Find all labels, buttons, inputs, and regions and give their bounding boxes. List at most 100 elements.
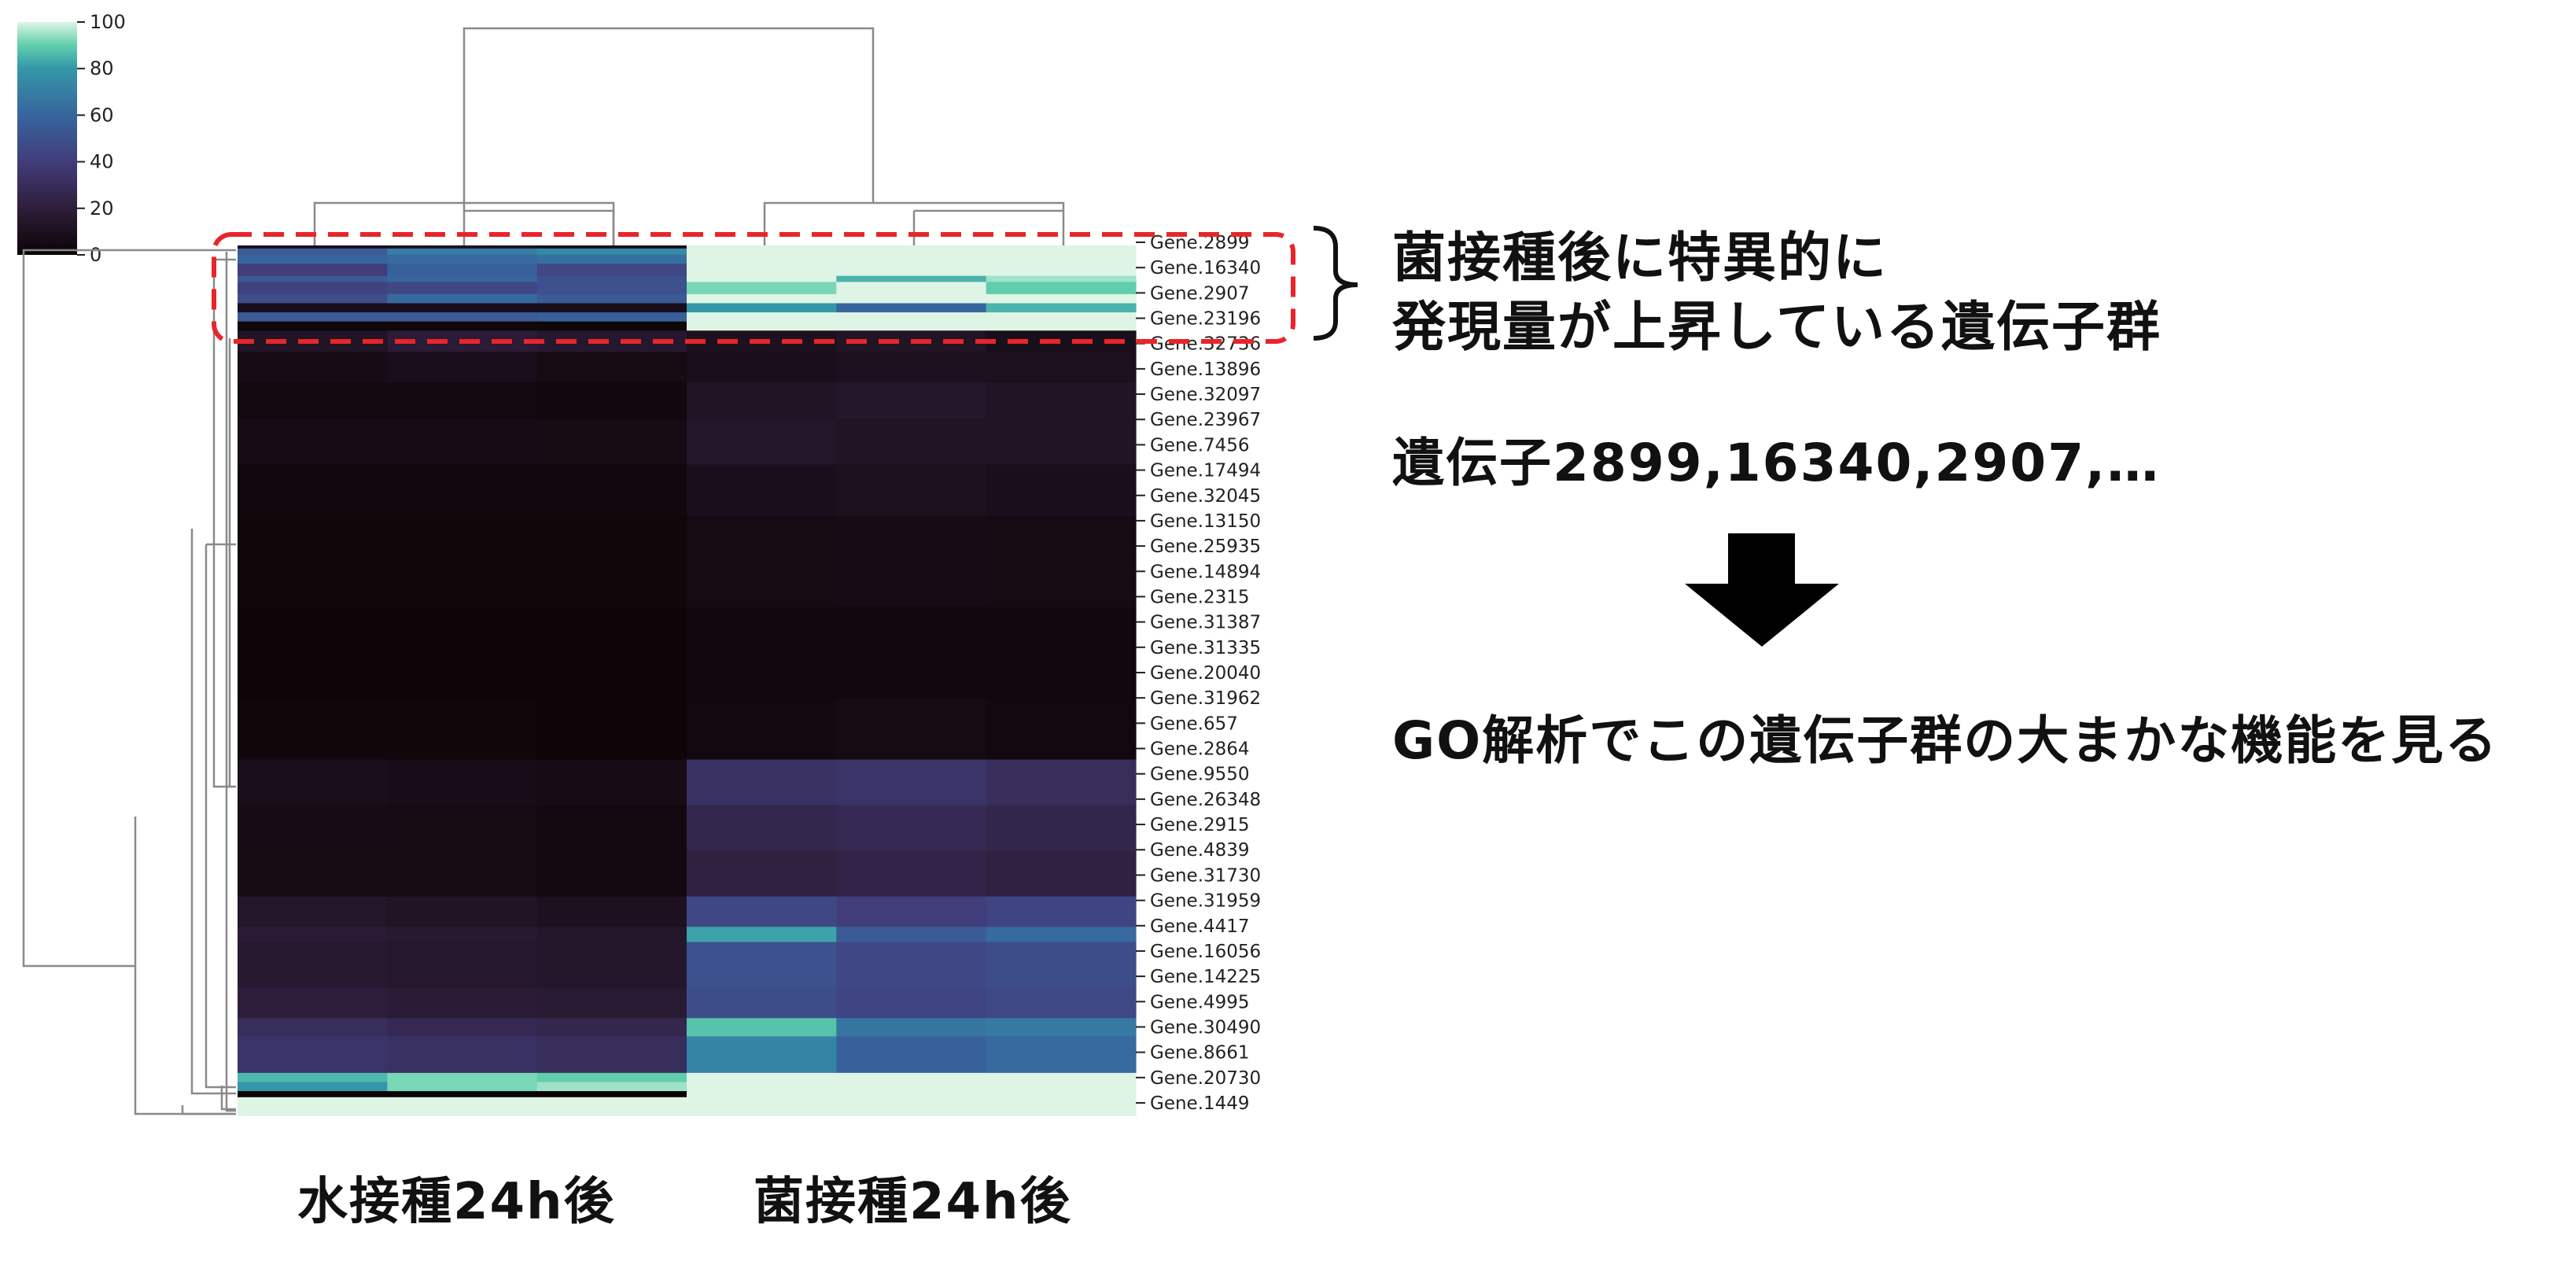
heatmap-cell (387, 516, 538, 608)
heatmap-cell (238, 248, 388, 256)
heatmap-cell (687, 850, 837, 898)
row-label: Gene.23196 (1150, 309, 1261, 330)
row-label: Gene.32045 (1150, 486, 1261, 507)
heatmap-cell (536, 418, 687, 466)
row-label: Gene.31962 (1150, 688, 1261, 709)
heatmap-cell (387, 248, 538, 256)
heatmap-cell (387, 1072, 538, 1083)
heatmap-cell (536, 942, 687, 989)
row-label: Gene.31730 (1150, 865, 1261, 886)
heatmap-cell (687, 927, 837, 943)
heatmap-cell (238, 607, 388, 699)
heatmap-cell (687, 516, 837, 608)
colorbar-tick-label: 60 (90, 104, 114, 126)
heatmap-cell (687, 805, 837, 852)
heatmap-cell (687, 464, 837, 517)
heatmap-cell (387, 987, 538, 1019)
heatmap-cell (986, 312, 1137, 323)
heatmap-cell (687, 254, 837, 264)
colorbar-tick-label: 0 (90, 244, 101, 266)
heatmap-cell (687, 352, 837, 383)
row-label: Gene.4417 (1150, 916, 1250, 937)
heatmap-cell (986, 303, 1137, 313)
heatmap-cell (986, 464, 1137, 517)
heatmap-cell (986, 607, 1137, 699)
heatmap-cell (387, 321, 538, 331)
heatmap-cell (687, 382, 837, 420)
heatmap-cell (536, 896, 687, 927)
row-dendro-e (225, 252, 236, 1112)
heatmap-cell (836, 896, 987, 927)
heatmap-cell (387, 1097, 538, 1116)
heatmap-cell (986, 699, 1137, 761)
heatmap-cell (536, 264, 687, 277)
heatmap-cell (238, 1036, 388, 1074)
row-label: Gene.32736 (1150, 334, 1261, 355)
heatmap-cell (387, 275, 538, 282)
heatmap-cell (536, 248, 687, 256)
heatmap-cell (687, 245, 837, 249)
row-label: Gene.4839 (1150, 840, 1250, 861)
heatmap-cell (836, 1091, 987, 1098)
row-label: Gene.8661 (1150, 1043, 1250, 1064)
heatmap-cell (836, 254, 987, 264)
heatmap-cell (986, 321, 1137, 331)
heatmap-cell (986, 1091, 1137, 1098)
colorbar-tick-label: 40 (90, 151, 114, 173)
heatmap-cell (986, 282, 1137, 295)
heatmap-cell (986, 1018, 1137, 1038)
heatmap-cell (387, 1036, 538, 1074)
row-label: Gene.26348 (1150, 790, 1261, 810)
heatmap-cell (387, 264, 538, 277)
row-label: Gene.2864 (1150, 739, 1250, 760)
heatmap-cell (536, 293, 687, 304)
heatmap-cell (387, 418, 538, 466)
row-label: Gene.20040 (1150, 663, 1261, 684)
heatmap-cell (536, 759, 687, 806)
heatmap-cell (536, 1018, 687, 1038)
heatmap-cell (986, 1082, 1137, 1092)
row-label: Gene.14225 (1150, 967, 1261, 987)
row-label: Gene.16340 (1150, 258, 1261, 278)
heatmap-cell (238, 282, 388, 295)
heatmap-cell (387, 699, 538, 761)
curly-brace (1313, 226, 1358, 341)
row-dendro-d (181, 1086, 236, 1115)
heatmap-cell (986, 805, 1137, 852)
heatmap-cell (387, 1091, 538, 1098)
row-label: Gene.31387 (1150, 613, 1261, 633)
heatmap-cell (986, 264, 1137, 277)
heatmap-cell (536, 303, 687, 313)
heatmap-cell (836, 264, 987, 277)
heatmap-cell (836, 418, 987, 466)
heatmap-cell (238, 1082, 388, 1092)
heatmap-cell (986, 896, 1137, 927)
heatmap-cell (238, 699, 388, 761)
heatmap-cell (238, 942, 388, 989)
col-dendro-root-link (463, 27, 875, 203)
heatmap-cell (387, 382, 538, 420)
heatmap-cell (536, 516, 687, 608)
heatmap-cell (836, 245, 987, 249)
heatmap-cell (387, 293, 538, 304)
heatmap-cell (687, 264, 837, 277)
heatmap-cell (836, 1072, 987, 1083)
row-label: Gene.17494 (1150, 461, 1261, 481)
row-label: Gene.14894 (1150, 562, 1261, 582)
heatmap-cell (687, 1018, 837, 1038)
heatmap-cell (986, 254, 1137, 264)
heatmap-cell (687, 418, 837, 466)
heatmap-cell (836, 927, 987, 943)
heatmap-cell (986, 418, 1137, 466)
heatmap-cell (836, 303, 987, 313)
heatmap-cell (536, 282, 687, 295)
heatmap-cell (238, 382, 388, 420)
heatmap-cell (836, 464, 987, 517)
heatmap-cell (836, 282, 987, 295)
heatmap-cell (238, 516, 388, 608)
heatmap-cell (687, 312, 837, 323)
heatmap-cell (836, 312, 987, 323)
heatmap-cell (536, 850, 687, 898)
heatmap-cell (387, 245, 538, 249)
